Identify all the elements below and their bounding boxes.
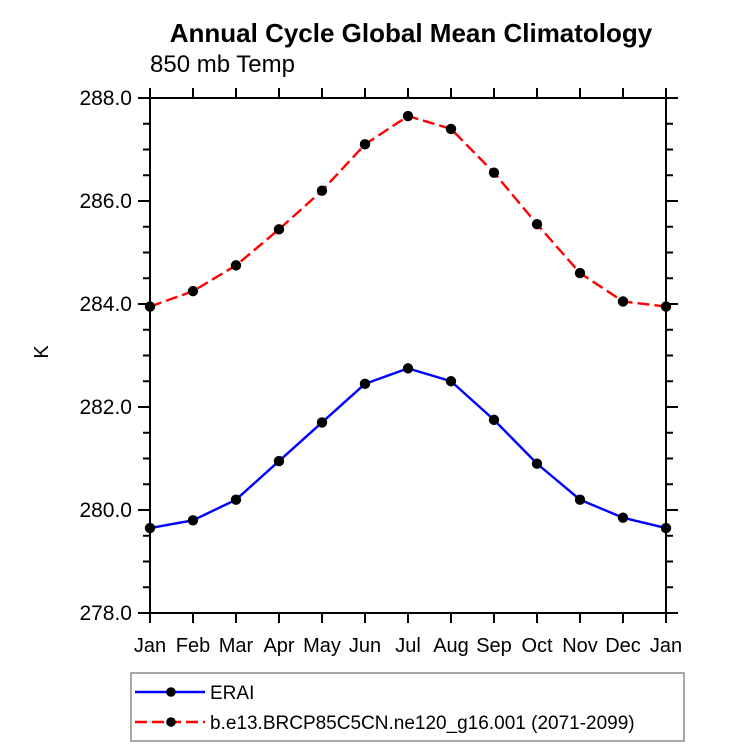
data-point-marker bbox=[660, 301, 672, 312]
plot-area: Jan Feb Mar Apr May Jun Jul Aug Sep Oct Nov Dec Jan2… bbox=[79, 87, 682, 657]
data-point-marker bbox=[488, 414, 500, 426]
data-point-marker bbox=[273, 224, 285, 235]
legend-label-model: b.e13.BRCP85C5CN.ne120_g16.001 (2071-209… bbox=[210, 713, 635, 734]
x-tick-label: May bbox=[303, 635, 341, 657]
data-point-marker bbox=[531, 458, 543, 469]
data-point-marker bbox=[187, 285, 199, 297]
legend-row-erai: ERAI bbox=[135, 683, 254, 704]
x-tick-label: Jul bbox=[395, 635, 421, 657]
x-tick-label: Jan bbox=[650, 635, 682, 657]
x-tick-label: Oct bbox=[521, 635, 553, 657]
y-tick-label: 288.0 bbox=[79, 87, 132, 110]
x-tick-label: Aug bbox=[433, 635, 469, 657]
data-point-marker bbox=[617, 296, 629, 307]
x-tick-label: Mar bbox=[219, 635, 254, 657]
data-point-marker bbox=[359, 378, 371, 390]
x-tick-label: Dec bbox=[605, 635, 641, 657]
legend: ERAI b.e13.BRCP85C5CN.ne120_g16.001 (207… bbox=[130, 672, 685, 742]
chart-subtitle: 850 mb Temp bbox=[150, 51, 295, 78]
y-tick-label: 280.0 bbox=[79, 499, 132, 522]
data-point-marker bbox=[273, 455, 285, 467]
data-point-marker bbox=[445, 123, 457, 135]
data-point-marker bbox=[230, 260, 242, 271]
y-axis-label: K bbox=[31, 345, 53, 359]
data-point-marker bbox=[488, 167, 500, 178]
legend-box bbox=[130, 672, 685, 742]
data-point-marker bbox=[402, 110, 414, 122]
data-point-marker bbox=[144, 522, 156, 534]
y-tick-label: 286.0 bbox=[79, 190, 132, 213]
legend-label-erai: ERAI bbox=[210, 683, 254, 704]
y-tick-label: 284.0 bbox=[79, 293, 132, 316]
x-tick-label: Feb bbox=[176, 635, 210, 657]
y-tick-label: 282.0 bbox=[79, 396, 132, 419]
axis-frame bbox=[149, 97, 667, 614]
erai-line bbox=[149, 367, 667, 530]
data-point-marker bbox=[230, 494, 242, 505]
x-tick-label: Sep bbox=[476, 635, 512, 657]
data-point-marker bbox=[316, 417, 328, 428]
y-tick-label: 278.0 bbox=[79, 602, 132, 625]
data-point-marker bbox=[402, 363, 414, 374]
data-point-marker bbox=[660, 522, 672, 534]
data-point-marker bbox=[617, 512, 629, 523]
data-point-marker bbox=[574, 267, 586, 279]
model-line bbox=[149, 114, 667, 308]
x-tick-label: Jan bbox=[134, 635, 166, 657]
legend-row-model: b.e13.BRCP85C5CN.ne120_g16.001 (2071-209… bbox=[135, 713, 635, 734]
x-tick-label: Jun bbox=[349, 635, 381, 657]
x-tick-label: Apr bbox=[263, 635, 294, 657]
x-tick-label: Nov bbox=[562, 635, 598, 657]
model-marker-sample bbox=[166, 717, 176, 727]
data-point-marker bbox=[187, 515, 199, 526]
data-point-marker bbox=[316, 185, 328, 196]
data-point-marker bbox=[144, 301, 156, 312]
data-point-marker bbox=[359, 139, 371, 150]
data-point-marker bbox=[531, 218, 543, 230]
data-point-marker bbox=[574, 494, 586, 505]
data-point-marker bbox=[445, 376, 457, 387]
erai-marker-sample bbox=[166, 687, 176, 697]
chart-title: Annual Cycle Global Mean Climatology bbox=[170, 18, 653, 48]
